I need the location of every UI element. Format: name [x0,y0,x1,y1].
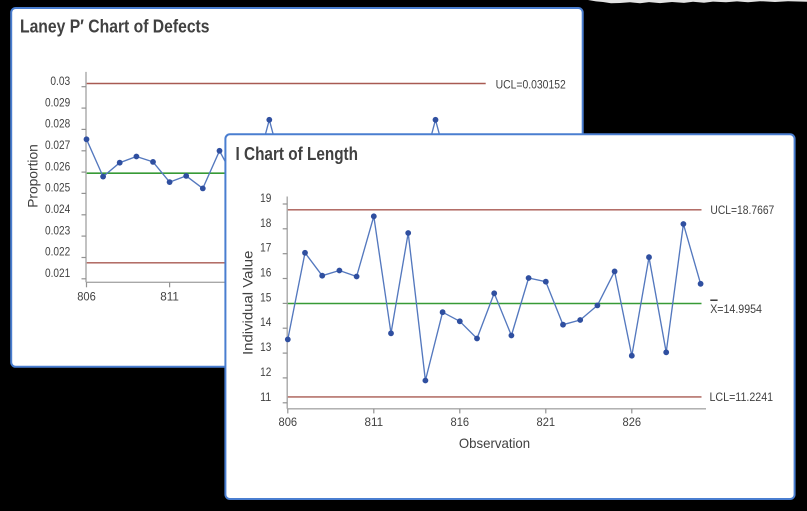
svg-text:UCL=18.7667: UCL=18.7667 [710,203,774,217]
svg-text:826: 826 [623,415,642,429]
svg-text:806: 806 [77,289,96,303]
svg-text:11: 11 [260,390,271,404]
svg-text:0.026: 0.026 [45,159,70,173]
svg-text:0.027: 0.027 [45,138,70,152]
svg-text:0.024: 0.024 [45,202,70,216]
svg-text:17: 17 [260,241,271,255]
svg-text:0.022: 0.022 [45,245,70,259]
svg-text:811: 811 [160,289,179,303]
svg-text:13: 13 [260,340,271,354]
svg-text:0.025: 0.025 [45,181,70,195]
svg-text:Individual Value: Individual Value [239,250,255,355]
svg-text:14: 14 [260,315,271,329]
svg-text:806: 806 [279,415,298,429]
svg-text:816: 816 [451,415,470,429]
svg-text:821: 821 [537,415,556,429]
svg-text:12: 12 [260,365,271,379]
svg-text:0.029: 0.029 [45,95,70,109]
svg-text:Laney P′ Chart of Defects: Laney P′ Chart of Defects [20,17,210,37]
svg-text:0.028: 0.028 [45,117,70,131]
svg-text:0.021: 0.021 [45,266,70,280]
svg-text:811: 811 [365,415,384,429]
svg-text:0.023: 0.023 [45,223,70,237]
svg-text:X=14.9954: X=14.9954 [710,302,762,316]
svg-text:0.03: 0.03 [50,74,70,88]
svg-text:19: 19 [260,191,271,205]
svg-text:16: 16 [260,266,271,280]
svg-text:LCL=11.2241: LCL=11.2241 [710,390,774,404]
svg-text:15: 15 [260,290,271,304]
svg-text:I Chart of Length: I Chart of Length [236,144,359,164]
svg-text:UCL=0.030152: UCL=0.030152 [496,78,566,92]
svg-text:18: 18 [260,216,271,230]
svg-text:Proportion: Proportion [25,144,41,208]
svg-text:Observation: Observation [459,435,530,451]
